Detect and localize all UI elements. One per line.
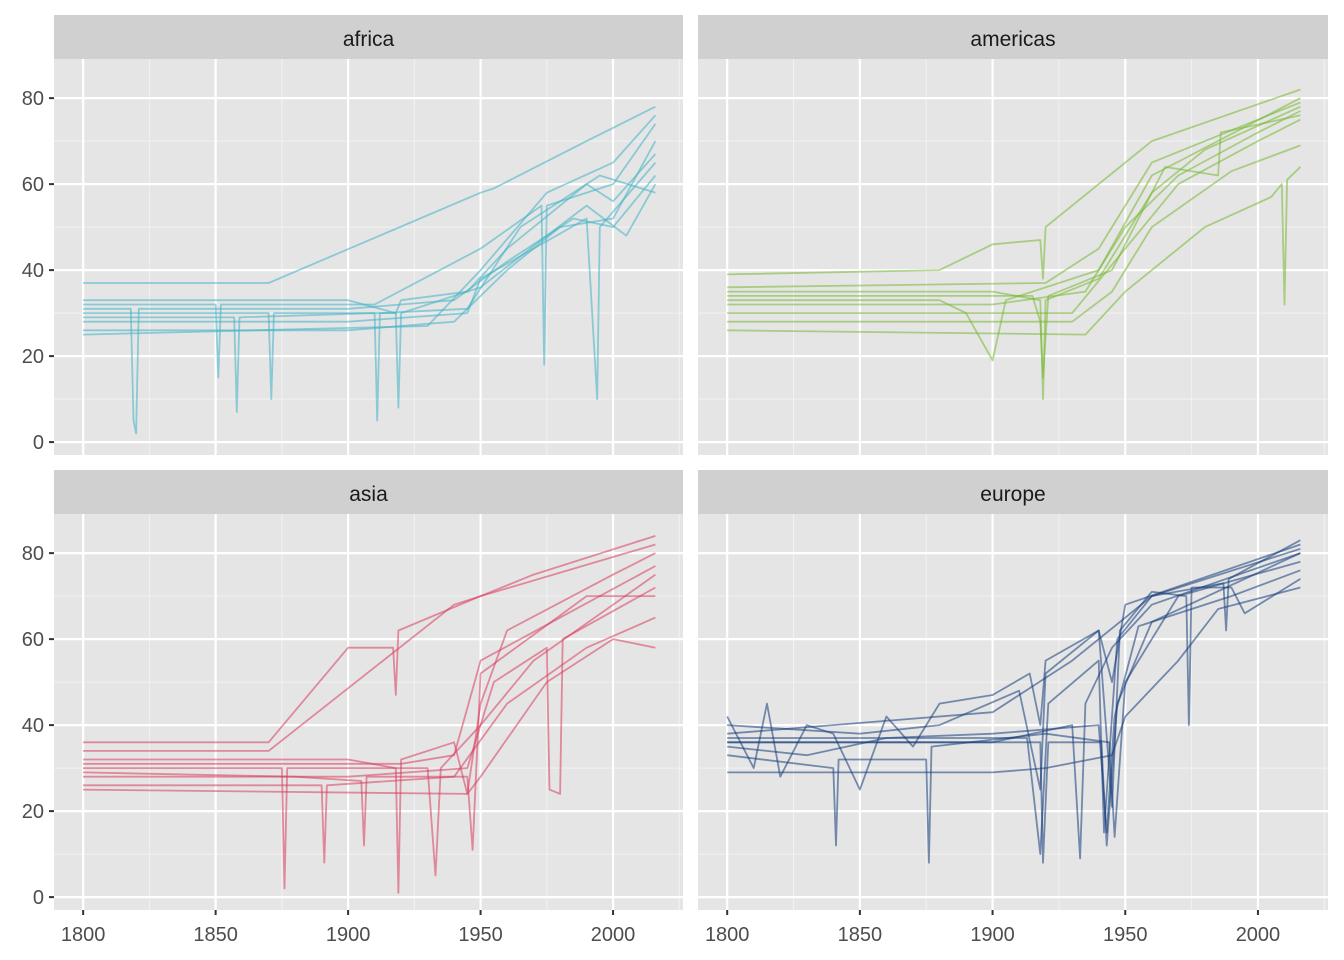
facet-strip (698, 470, 1328, 514)
y-tick-label: 40 (22, 260, 44, 282)
x-tick-label: 1900 (970, 924, 1015, 946)
series-line-asia-1 (83, 543, 656, 752)
series-line-americas-4 (727, 144, 1301, 323)
series-line-asia-7 (83, 565, 656, 765)
series-line-africa-3 (83, 183, 657, 409)
x-tick-label: 1950 (1103, 924, 1148, 946)
y-tick-label: 20 (22, 346, 44, 368)
x-tick-label: 1850 (838, 924, 883, 946)
y-tick-label: 0 (33, 887, 44, 909)
series-line-africa-8 (83, 174, 656, 422)
y-tick-label: 60 (22, 629, 44, 651)
series-line-asia-6 (83, 638, 656, 795)
series-line-asia-3 (83, 573, 656, 890)
series-line-americas-7 (727, 101, 1301, 289)
series-line-asia-2 (83, 552, 656, 894)
series-line-americas-6 (727, 97, 1301, 362)
series-line-asia-4 (83, 586, 656, 795)
y-tick-label: 20 (22, 801, 44, 823)
series-line-americas-2 (727, 110, 1301, 306)
y-tick-label: 80 (22, 543, 44, 565)
panel-background (698, 514, 1328, 910)
y-tick-label: 40 (22, 715, 44, 737)
facet-strip-label: africa (343, 28, 395, 51)
x-tick-label: 1950 (458, 924, 503, 946)
y-tick-label: 0 (33, 432, 44, 454)
series-line-europe-7 (727, 539, 1301, 735)
series-line-asia-5 (83, 616, 656, 864)
facet-strip-label: europe (980, 483, 1045, 506)
series-line-americas-0 (727, 88, 1301, 280)
series-line-africa-5 (83, 140, 657, 332)
series-line-americas-5 (727, 166, 1302, 336)
facet-panel-asia: asia 0 20 40 60 80 1800 1850 1900 1950 2000 (22, 470, 683, 946)
series-line-americas-1 (727, 105, 1301, 401)
x-tick-label: 1900 (326, 924, 371, 946)
series-line-europe-0 (726, 543, 1301, 791)
y-tick-label: 60 (22, 174, 44, 196)
panel-background (54, 59, 683, 455)
panel-background (698, 59, 1328, 455)
facet-strip (54, 470, 683, 514)
x-tick-label: 1850 (193, 924, 238, 946)
facet-panel-americas: americas (698, 15, 1328, 455)
x-tick-label: 1800 (705, 924, 750, 946)
x-tick-label: 2000 (591, 924, 636, 946)
facet-strip (54, 15, 683, 59)
series-line-africa-7 (83, 114, 657, 336)
facet-panel-europe: europe 1800 1850 1900 1950 2000 (698, 470, 1328, 946)
series-line-europe-6 (727, 560, 1301, 864)
series-line-europe-4 (727, 586, 1301, 774)
facet-strip-label: asia (349, 483, 388, 506)
panel-background (54, 514, 683, 910)
facet-panel-africa: africa 0 20 40 60 80 (22, 15, 683, 455)
facet-strip-label: americas (970, 28, 1055, 51)
x-tick-label: 2000 (1236, 924, 1281, 946)
series-line-americas-3 (727, 118, 1301, 315)
y-tick-label: 80 (22, 88, 44, 110)
series-line-europe-8 (727, 552, 1301, 864)
series-line-asia-8 (83, 595, 656, 851)
series-line-asia-0 (83, 535, 656, 744)
series-line-europe-2 (727, 552, 1301, 860)
series-line-africa-6 (83, 123, 657, 379)
series-line-americas-8 (727, 114, 1301, 379)
x-tick-label: 1800 (61, 924, 106, 946)
facet-strip (698, 15, 1328, 59)
series-line-africa-0 (83, 105, 656, 284)
